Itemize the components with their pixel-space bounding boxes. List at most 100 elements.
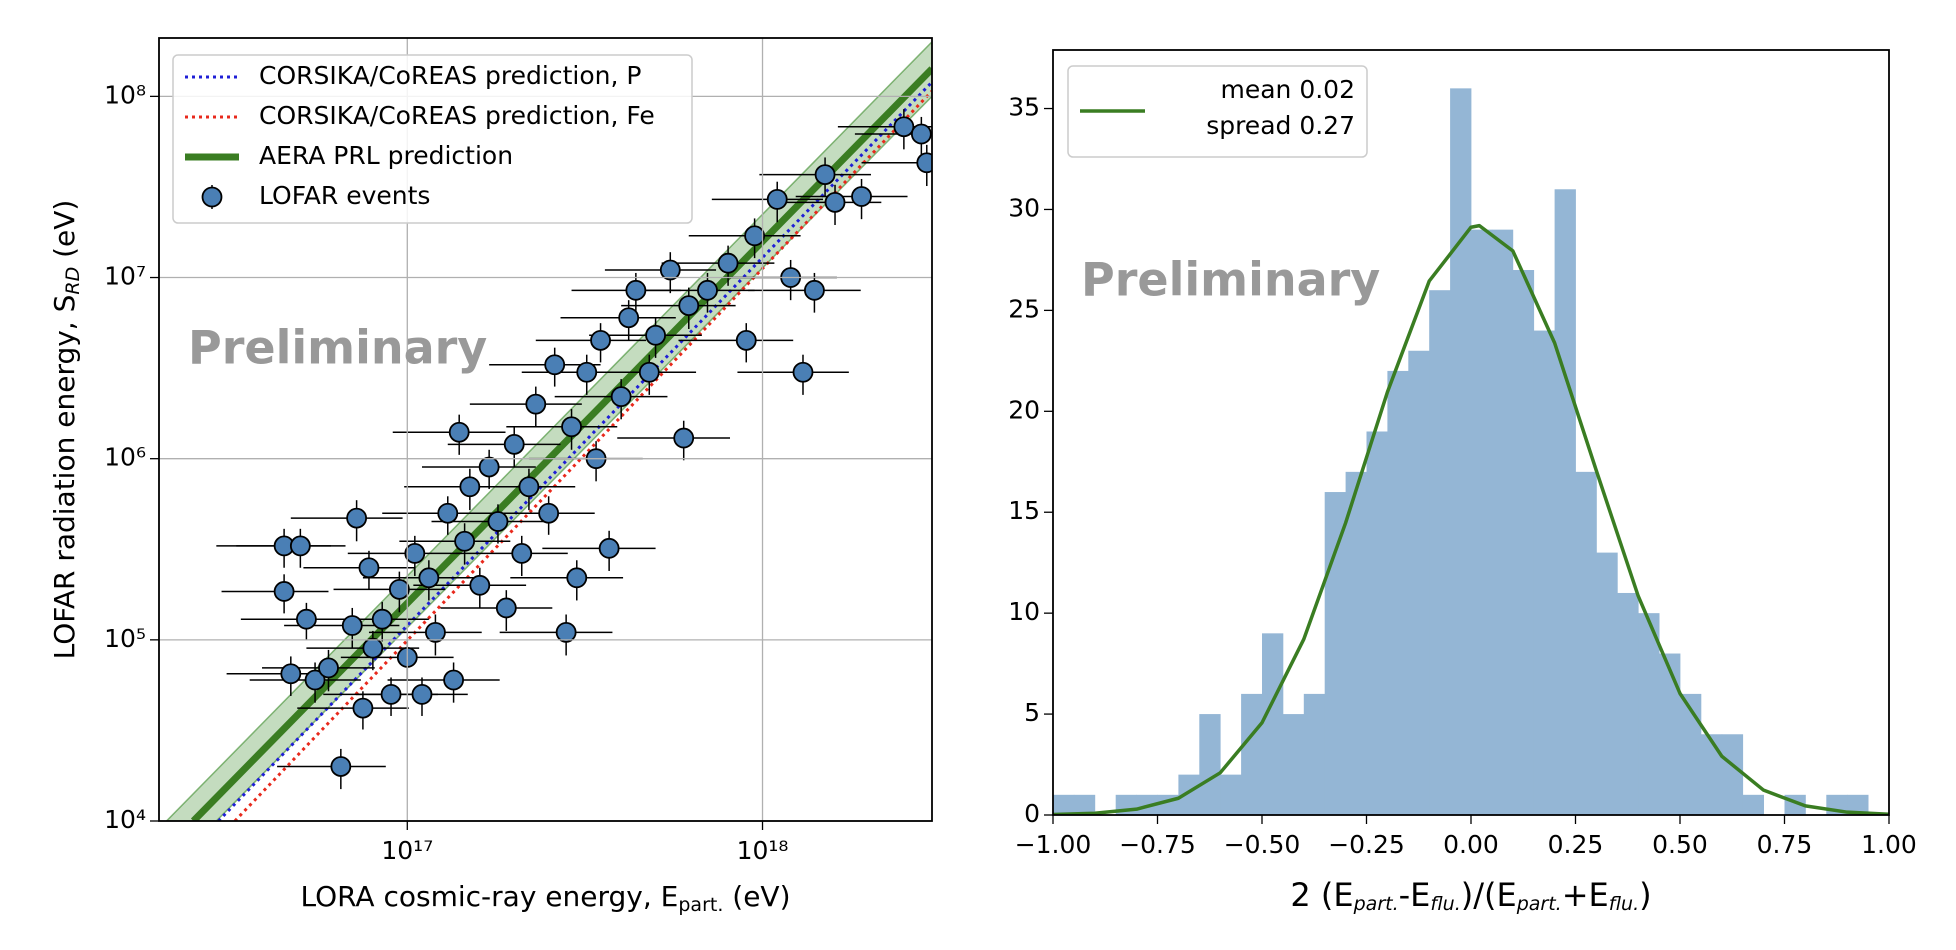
event-marker [404, 543, 426, 564]
event-marker [273, 581, 295, 602]
y-tick-label: 10⁶ [104, 443, 146, 472]
event-marker [518, 476, 540, 498]
histogram-bar [1512, 270, 1535, 815]
plot-area [1053, 88, 1889, 815]
event-marker [638, 361, 660, 383]
legend-label: LOFAR events [259, 181, 430, 210]
event-marker [352, 697, 374, 719]
legend-marker [201, 186, 223, 208]
legend-label: CORSIKA/CoREAS prediction, P [259, 61, 641, 90]
event-marker [804, 279, 825, 301]
label-text: ) [1639, 876, 1651, 914]
event-marker [792, 361, 814, 383]
x-tick-label: −0.25 [1328, 830, 1405, 859]
histogram-bar [1680, 693, 1702, 815]
legend-label: AERA PRL prediction [259, 141, 513, 170]
histogram-bar [1303, 693, 1326, 815]
histogram-bar [1659, 653, 1681, 815]
event-marker [495, 597, 517, 619]
axes-frame [1052, 49, 1890, 816]
event-marker [735, 329, 757, 351]
y-tick-label: 35 [1008, 93, 1040, 122]
event-marker [814, 164, 836, 185]
event-marker [362, 637, 384, 659]
histogram-bar [1575, 471, 1597, 815]
x-tick-label: 10¹⁷ [381, 836, 433, 865]
annotation: Preliminary [1081, 253, 1380, 307]
y-tick-label: 10⁷ [104, 262, 146, 291]
histogram-bar [1742, 794, 1764, 815]
event-marker [824, 191, 846, 213]
legend-box [172, 54, 693, 224]
event-marker [610, 386, 632, 408]
event-marker [330, 756, 352, 777]
histogram-bar [1324, 492, 1346, 815]
event-marker [511, 543, 533, 564]
y-tick-label: 30 [1008, 193, 1040, 222]
prediction-line [233, 90, 932, 821]
event-marker [418, 567, 440, 589]
label-text: -E [1399, 876, 1431, 914]
event-marker [598, 537, 620, 559]
event-marker [459, 476, 481, 498]
label-subscript: RD [62, 267, 84, 295]
event-marker [678, 295, 700, 316]
event-marker [851, 186, 872, 207]
histogram-bar [1408, 350, 1430, 815]
histogram-bar [1429, 290, 1451, 815]
x-tick-label: 10¹⁸ [737, 836, 789, 865]
event-marker [576, 361, 598, 383]
event-marker [503, 433, 525, 455]
event-marker [443, 669, 464, 691]
event-marker [289, 535, 311, 557]
y-tick-label: 25 [1008, 294, 1040, 323]
event-marker [893, 116, 915, 138]
y-tick-label: 10 [1008, 597, 1040, 626]
x-tick-label: 1.00 [1861, 830, 1917, 859]
legend-label: CORSIKA/CoREAS prediction, Fe [259, 101, 655, 130]
histogram-bar [1366, 431, 1388, 815]
x-tick-label: 0.00 [1443, 830, 1499, 859]
event-marker [544, 354, 566, 376]
event-marker [766, 188, 788, 210]
label-subscript: part. [1516, 893, 1562, 915]
event-marker [673, 427, 695, 449]
histogram-bar [1617, 592, 1639, 815]
label-subscript: part. [678, 894, 723, 916]
event-marker [555, 621, 577, 643]
event-marker [910, 123, 932, 145]
label-subscript: flu. [1609, 893, 1639, 915]
event-marker [525, 393, 547, 415]
y-tick-label: 5 [1024, 698, 1040, 727]
histogram-bar [1721, 734, 1744, 815]
event-marker [371, 608, 393, 630]
event-marker [437, 502, 459, 524]
event-marker [566, 567, 588, 589]
y-tick-label: 15 [1008, 496, 1040, 525]
histogram-bar [1450, 88, 1472, 815]
event-marker [717, 252, 739, 274]
event-marker [469, 574, 491, 596]
event-marker [380, 683, 402, 705]
y-tick-label: 10⁵ [104, 624, 146, 653]
event-marker [744, 225, 766, 247]
event-marker [346, 507, 368, 529]
event-marker [425, 621, 446, 643]
histogram-bar [1345, 471, 1367, 815]
histogram-bar [1471, 229, 1493, 815]
axis-label: LORA cosmic-ray energy, Epart. (eV) [300, 880, 790, 916]
event-marker [590, 329, 611, 351]
histogram-bar [1262, 633, 1284, 815]
event-marker [318, 657, 339, 679]
label-text: +E [1562, 876, 1609, 914]
event-marker [561, 416, 582, 438]
histogram-bar [1700, 734, 1723, 815]
event-marker [341, 615, 363, 636]
y-tick-label: 10⁴ [104, 805, 146, 834]
event-marker [478, 456, 500, 478]
event-marker [448, 421, 470, 443]
legend-box [1067, 65, 1368, 158]
label-text: (eV) [723, 880, 790, 913]
